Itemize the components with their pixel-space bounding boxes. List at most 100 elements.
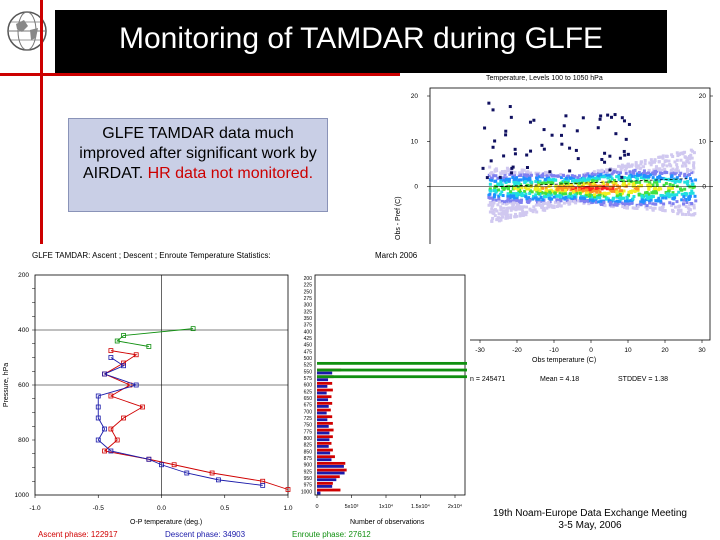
heatmap-cell (649, 163, 653, 167)
heatmap-cell (576, 176, 580, 180)
bar-ascent (317, 401, 333, 405)
heatmap-stat-mean: Mean = 4.18 (540, 376, 579, 383)
heatmap-cell (687, 161, 691, 165)
heatmap-cell (594, 186, 598, 190)
heatmap-cell (583, 182, 587, 186)
heatmap-cell (683, 187, 687, 191)
heatmap-cell (549, 193, 553, 197)
heatmap-cell (685, 182, 689, 186)
heatmap-cell (519, 200, 523, 204)
heatmap-cell (581, 196, 585, 200)
heatmap-cell (578, 178, 582, 182)
legend-ascent-count: Ascent phase: 122917 (38, 530, 118, 539)
heatmap-cell (645, 179, 649, 183)
bar-ascent (317, 468, 347, 472)
heatmap-cell (635, 187, 639, 191)
heatmap-cell (502, 200, 506, 204)
heatmap-cell (547, 176, 551, 180)
heatmap-cell (547, 193, 551, 197)
heatmap-cell (658, 169, 662, 173)
heatmap-cell (565, 178, 569, 182)
heatmap-cell (550, 178, 554, 182)
callout-box (68, 118, 328, 212)
heatmap-cell (607, 180, 611, 184)
heatmap-cell (502, 210, 506, 214)
heatmap-outlier-cell (620, 175, 624, 179)
heatmap-cell (505, 209, 509, 213)
heatmap-cell (588, 198, 592, 202)
heatmap-cell (673, 172, 677, 176)
heatmap-cell (683, 155, 687, 159)
bar-enroute (317, 361, 467, 365)
bar-level-label: 825 (304, 443, 313, 449)
heatmap-x-tick-label: 30 (698, 347, 706, 354)
bar-level-label: 225 (304, 283, 313, 289)
heatmap-cell (512, 180, 516, 184)
heatmap-outlier-cell (599, 114, 603, 118)
heatmap-cell (675, 184, 679, 188)
heatmap-cell (559, 181, 563, 185)
heatmap-cell (507, 187, 511, 191)
heatmap-cell (572, 191, 576, 195)
heatmap-cell (501, 171, 505, 175)
line-point-descent (95, 415, 101, 421)
heatmap-cell (633, 168, 637, 172)
heatmap-cell (631, 189, 635, 193)
heatmap-cell (534, 196, 538, 200)
heatmap-outlier-cell (562, 124, 566, 128)
heatmap-cell (544, 188, 548, 192)
heatmap-cell (489, 203, 493, 207)
heatmap-cell (642, 174, 646, 178)
heatmap-cell (534, 187, 538, 191)
bar-panel-level-labels: 2002252502753003253503754004254504755005… (301, 276, 312, 495)
heatmap-outlier-cell (525, 153, 529, 157)
heatmap-cell (608, 203, 612, 207)
heatmap-cell (500, 199, 504, 203)
heatmap-cell (584, 173, 588, 177)
heatmap-cell (528, 207, 532, 211)
bar-ascent (317, 421, 333, 425)
heatmap-cell (513, 196, 517, 200)
heatmap-cell (682, 202, 686, 206)
heatmap-cell (532, 205, 536, 209)
bar-x-label: Number of observations (350, 519, 425, 526)
heatmap-cell (688, 194, 692, 198)
bar-level-label: 850 (304, 449, 313, 455)
line-point-ascent (140, 404, 145, 410)
heatmap-cell (590, 190, 594, 194)
heatmap-cell (588, 182, 592, 186)
heatmap-cell (586, 172, 590, 176)
heatmap-cell (605, 168, 609, 172)
heatmap-cell (661, 196, 665, 200)
heatmap-outlier-cell (613, 113, 617, 117)
heatmap-outlier-cell (581, 116, 585, 120)
heatmap-cell (642, 176, 646, 180)
heatmap-cell (528, 192, 532, 196)
heatmap-cell (675, 163, 679, 167)
heatmap-cell (648, 161, 652, 165)
heatmap-cell (686, 170, 690, 174)
heatmap-cell (489, 189, 493, 193)
bar-descent (317, 398, 329, 402)
heatmap-cell (528, 198, 532, 202)
heatmap-cell (534, 193, 538, 197)
heatmap-cell (615, 175, 619, 179)
heatmap-cell (529, 171, 533, 175)
heatmap-cell (623, 164, 627, 168)
heatmap-cell (512, 201, 516, 205)
line-point-ascent (121, 360, 126, 366)
heatmap-outlier-cell (548, 170, 552, 174)
heatmap-cell (662, 163, 666, 167)
line-point-descent (216, 477, 221, 483)
heatmap-cell (499, 205, 503, 209)
line-point-enroute (146, 344, 152, 349)
bar-level-label: 700 (304, 409, 313, 415)
heatmap-cell (511, 205, 515, 209)
heatmap-cell (602, 194, 606, 198)
line-point-descent (159, 462, 164, 468)
heatmap-cell (556, 187, 560, 191)
heatmap-outlier-cell (568, 146, 572, 150)
heatmap-cell (657, 188, 661, 192)
heatmap-cell (671, 155, 675, 159)
heatmap-cell (680, 164, 684, 168)
